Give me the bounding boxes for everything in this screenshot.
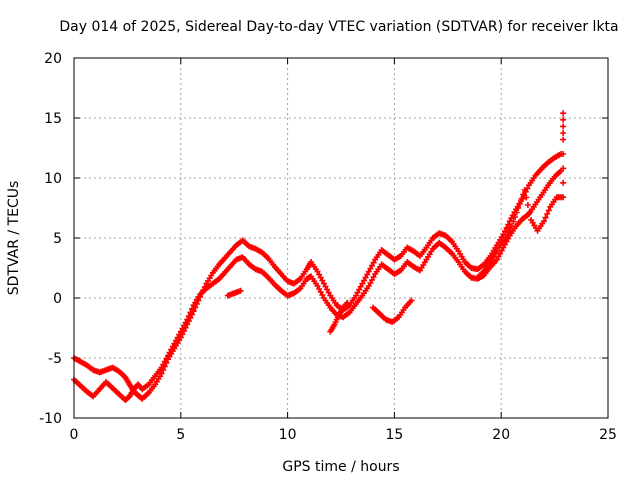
data-point-2 bbox=[560, 110, 567, 117]
data-point-2 bbox=[524, 202, 531, 208]
data-point-2 bbox=[526, 209, 533, 216]
data-point-2 bbox=[545, 207, 552, 214]
data-point-2 bbox=[560, 123, 567, 130]
x-tick-label: 20 bbox=[492, 427, 510, 443]
data-point-2 bbox=[510, 218, 517, 225]
data-point-2 bbox=[542, 214, 549, 221]
y-tick-label: 0 bbox=[53, 291, 62, 307]
data-point-2 bbox=[512, 214, 519, 220]
y-axis-label: SDTVAR / TECUs bbox=[6, 181, 22, 296]
data-point-2 bbox=[560, 116, 567, 123]
data-point-3 bbox=[493, 247, 500, 253]
data-point-2 bbox=[515, 205, 522, 211]
axis-ticks: 0 5 10 15 20 25 -10 -5 0 5 10 15 20 bbox=[39, 51, 617, 443]
data-point-2 bbox=[560, 179, 567, 186]
y-tick-label: 15 bbox=[44, 111, 62, 127]
data-point-1 bbox=[187, 309, 194, 316]
y-tick-label: -10 bbox=[39, 411, 62, 427]
data-point-0 bbox=[503, 224, 510, 231]
data-point-0 bbox=[501, 228, 508, 235]
data-point-2 bbox=[518, 196, 525, 202]
data-point-2 bbox=[560, 165, 567, 172]
data-point-2 bbox=[560, 130, 567, 136]
data-point-2 bbox=[560, 194, 567, 201]
data-point-2 bbox=[516, 200, 523, 207]
data-point-1 bbox=[189, 305, 196, 312]
data-point-2 bbox=[523, 194, 530, 201]
chart-title: Day 014 of 2025, Sidereal Day-to-day VTE… bbox=[59, 19, 618, 35]
x-tick-label: 5 bbox=[176, 427, 185, 443]
x-tick-label: 10 bbox=[279, 427, 297, 443]
data-point-1 bbox=[184, 316, 191, 323]
data-point-2 bbox=[560, 136, 567, 143]
plot-frame bbox=[73, 57, 609, 419]
gridlines bbox=[74, 58, 608, 418]
data-point-2 bbox=[508, 223, 515, 229]
x-tick-label: 25 bbox=[599, 427, 617, 443]
data-point-0 bbox=[505, 221, 512, 228]
data-point-2 bbox=[540, 218, 547, 225]
data-points bbox=[71, 110, 567, 403]
data-point-1 bbox=[185, 313, 192, 319]
y-tick-label: 5 bbox=[53, 231, 62, 247]
data-point-2 bbox=[520, 191, 527, 198]
x-tick-label: 15 bbox=[385, 427, 403, 443]
x-axis-label: GPS time / hours bbox=[282, 459, 399, 475]
x-tick-label: 0 bbox=[70, 427, 79, 443]
data-point-2 bbox=[513, 209, 520, 216]
data-point-2 bbox=[521, 187, 528, 193]
data-point-2 bbox=[544, 211, 551, 217]
data-point-3 bbox=[344, 299, 351, 306]
y-tick-label: 10 bbox=[44, 171, 62, 187]
data-point-2 bbox=[560, 151, 567, 157]
y-tick-label: -5 bbox=[48, 351, 62, 367]
y-tick-label: 20 bbox=[44, 51, 62, 67]
data-point-2 bbox=[408, 297, 415, 304]
data-point-3 bbox=[237, 287, 244, 294]
